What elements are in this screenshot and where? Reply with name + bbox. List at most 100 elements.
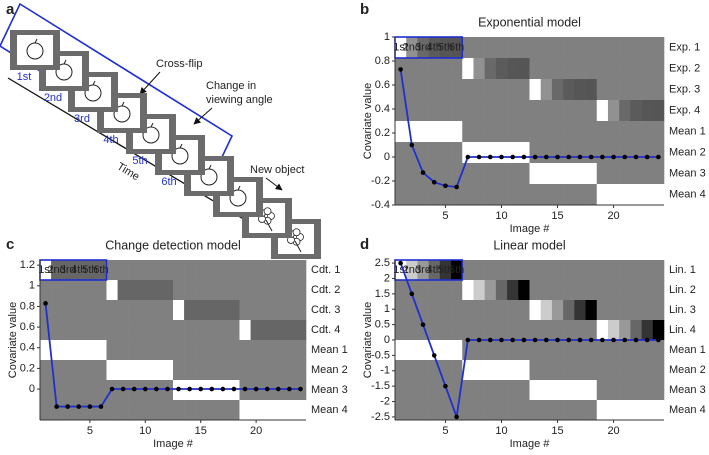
heatmap-cell	[184, 360, 196, 381]
heatmap-cell	[217, 320, 229, 341]
heatmap-cell	[462, 58, 474, 80]
data-point	[611, 337, 616, 343]
heatmap-cell	[184, 260, 196, 281]
heatmap-cell	[596, 184, 609, 206]
heatmap-cell	[484, 300, 497, 321]
heatmap-cell	[652, 184, 665, 206]
heatmap-cell	[473, 121, 485, 143]
heatmap-cell	[428, 400, 441, 421]
x-tick-label: 10	[495, 425, 507, 437]
heatmap-cell	[417, 79, 429, 101]
heatmap-cell	[484, 79, 497, 101]
y-tick-label: 0.6	[375, 79, 390, 91]
heatmap-cell	[540, 142, 553, 164]
y-tick-label: -2.5	[371, 411, 390, 423]
heatmap-cell	[619, 320, 631, 341]
heatmap-cell	[173, 320, 185, 341]
heatmap-cell	[95, 340, 107, 361]
heatmap-cell	[596, 260, 609, 281]
data-point	[544, 337, 549, 343]
heatmap-cell	[619, 400, 631, 421]
heatmap-cell	[173, 400, 185, 421]
heatmap-cell	[95, 320, 107, 341]
heatmap-cell	[641, 58, 654, 80]
heatmap-cell	[540, 300, 553, 321]
chart-title: Linear model	[493, 238, 565, 252]
heatmap-cell	[574, 142, 586, 164]
box-label: 2nd	[47, 264, 65, 276]
heatmap-cell	[217, 300, 229, 321]
x-tick-label: 15	[551, 210, 563, 222]
heatmap-cell	[551, 380, 564, 401]
heatmap-cell	[451, 100, 463, 122]
panel-letter: c	[6, 236, 14, 253]
heatmap-cell	[261, 400, 274, 421]
row-label: Mean 1	[669, 125, 706, 137]
heatmap-cell	[652, 142, 665, 164]
heatmap-cell	[395, 380, 407, 401]
heatmap-cell	[641, 360, 654, 381]
heatmap-cell	[495, 260, 508, 281]
heatmap-cell	[428, 79, 441, 101]
heatmap-cell	[607, 121, 620, 143]
heatmap-cell	[619, 340, 631, 361]
data-point	[443, 383, 448, 389]
heatmap-cell	[585, 163, 598, 185]
heatmap-cell	[484, 163, 497, 185]
heatmap-cell	[395, 320, 407, 341]
object-stem	[92, 80, 96, 86]
heatmap-cell	[173, 280, 185, 301]
x-tick-label: 5	[442, 210, 448, 222]
heatmap-cell	[73, 280, 85, 301]
heatmap-cell	[563, 100, 575, 122]
heatmap-cell	[406, 163, 418, 185]
data-point	[198, 386, 204, 392]
x-tick-label: 20	[607, 425, 619, 437]
heatmap-cell	[585, 320, 598, 341]
box-label: 2nd	[403, 41, 421, 53]
heatmap-cell	[495, 37, 508, 59]
data-point	[131, 386, 137, 392]
heatmap-cell	[540, 184, 553, 206]
heatmap-cell	[217, 260, 229, 281]
data-point	[398, 67, 403, 72]
heatmap-cell	[428, 184, 441, 206]
heatmap-cell	[40, 400, 52, 421]
heatmap-cell	[406, 300, 418, 321]
data-point	[622, 337, 628, 343]
heatmap-cell	[173, 340, 185, 361]
heatmap-cell	[428, 260, 441, 281]
heatmap-cell	[417, 340, 429, 361]
heatmap-cell	[473, 58, 485, 80]
x-tick-label: 10	[139, 425, 151, 437]
heatmap-cell	[195, 280, 207, 301]
heatmap-cell	[585, 300, 598, 321]
data-point	[165, 386, 170, 392]
heatmap-cell	[652, 360, 665, 381]
data-point	[54, 404, 59, 409]
heatmap-cell	[585, 37, 598, 59]
row-label: Mean 4	[669, 404, 706, 416]
heatmap-cell	[507, 79, 519, 101]
data-point	[588, 154, 594, 160]
heatmap-cell	[451, 320, 463, 341]
heatmap-cell	[439, 380, 452, 401]
heatmap-cell	[540, 121, 553, 143]
box-label: 2nd	[403, 264, 421, 276]
data-point	[577, 337, 583, 343]
frame-label: 3rd	[74, 113, 90, 125]
heatmap-cell	[62, 360, 74, 381]
heatmap-cell	[62, 340, 74, 361]
heatmap-cell	[652, 260, 665, 281]
data-point	[398, 260, 403, 266]
heatmap-cell	[551, 260, 564, 281]
data-point	[154, 386, 159, 392]
heatmap-cell	[484, 400, 497, 421]
heatmap-cell	[417, 184, 429, 206]
heatmap-cell	[574, 380, 586, 401]
heatmap-cell	[473, 360, 485, 381]
heatmap-cell	[272, 280, 285, 301]
heatmap-cell	[551, 58, 564, 80]
object-stem	[237, 185, 241, 191]
heatmap-cell	[62, 300, 74, 321]
